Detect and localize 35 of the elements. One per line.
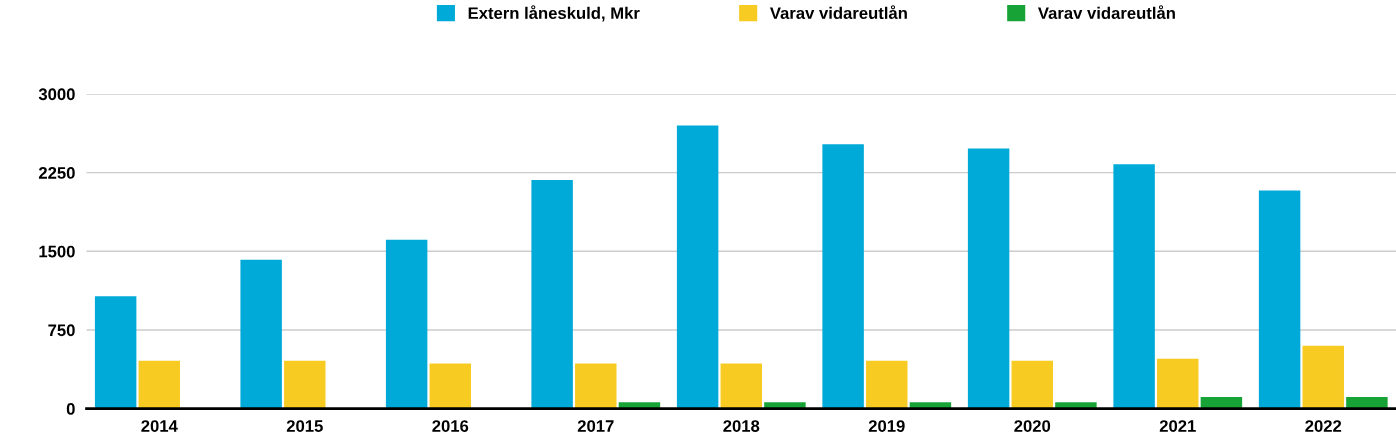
x-tick-label: 2015: [286, 420, 323, 432]
bar: [1113, 164, 1155, 409]
bar: [720, 363, 763, 409]
x-tick-label: 2017: [577, 420, 614, 432]
bar: [429, 363, 472, 409]
x-tick-label: 2014: [141, 420, 178, 432]
bar: [1258, 190, 1301, 409]
bar: [385, 239, 428, 409]
y-tick-label: 0: [66, 403, 75, 415]
x-tick-label: 2022: [1305, 420, 1342, 432]
y-tick-label: 2250: [38, 167, 75, 179]
legend-label: Varav vidareutlån: [1038, 5, 1175, 20]
legend-label: Varav vidareutlån: [769, 5, 907, 20]
x-tick-label: 2018: [723, 420, 760, 432]
bar: [866, 360, 908, 409]
bar: [1157, 358, 1199, 409]
bar: [240, 259, 282, 409]
x-tick-label: 2020: [1014, 420, 1051, 432]
bar: [967, 148, 1010, 409]
bar: [676, 125, 719, 409]
bar: [1302, 345, 1344, 409]
bar: [575, 363, 617, 409]
x-tick-label: 2016: [432, 420, 469, 432]
legend-label: Extern låneskuld, Mkr: [468, 5, 640, 22]
y-tick-label: 1500: [39, 245, 75, 258]
x-tick-label: 2019: [868, 420, 905, 432]
bar: [94, 296, 137, 409]
y-tick-label: 750: [48, 324, 75, 337]
bar: [531, 179, 573, 409]
x-tick-label: 2021: [1159, 420, 1196, 432]
y-tick-label: 3000: [38, 88, 75, 101]
bar: [1011, 360, 1053, 409]
bar: [284, 360, 326, 409]
bar: [138, 360, 181, 409]
bar: [822, 144, 864, 409]
